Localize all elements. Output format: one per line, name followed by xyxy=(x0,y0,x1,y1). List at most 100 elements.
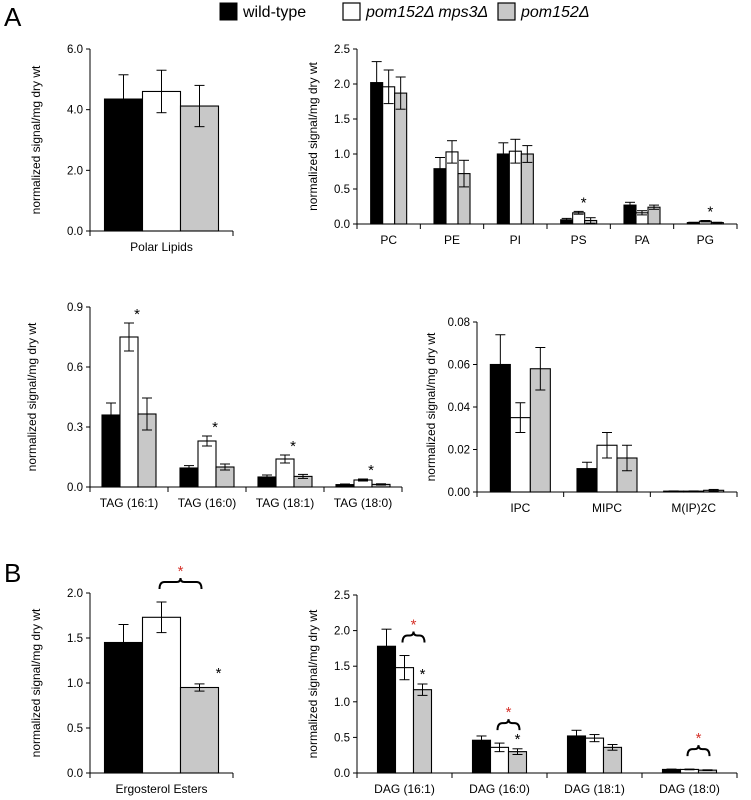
y-tick-label: 2.0 xyxy=(67,588,83,600)
bar-ergosterol-esters-pom152-mps3 xyxy=(141,616,182,774)
bar-polar-lipids-pom152-mps3 xyxy=(141,90,182,232)
y-tick-label: 6.0 xyxy=(67,44,83,56)
chart-4: 0.00 0.02 0.04 0.06 0.08 normalized signal/mg… xyxy=(424,317,738,515)
y-tick-label: 0.0 xyxy=(334,768,350,780)
y-tick-label: 0.5 xyxy=(334,732,350,744)
bar-pc-pom152-mps3 xyxy=(382,86,396,225)
y-tick-label: 0.0 xyxy=(67,226,83,238)
category-label-dag-16-0: DAG (16:0) xyxy=(469,782,530,796)
bar-pc-pom152 xyxy=(394,92,408,225)
significance-star: * xyxy=(216,665,222,682)
significance-star-bracket: * xyxy=(696,730,702,747)
category-label-tag-16-0: TAG (16:0) xyxy=(178,496,236,510)
significance-bracket xyxy=(401,631,426,643)
y-tick-label: 2.0 xyxy=(67,165,83,177)
legend-swatch-pom152-mps3 xyxy=(342,2,361,21)
legend-swatch-pom152 xyxy=(497,2,516,21)
y-tick-label: 2.0 xyxy=(334,626,350,638)
significance-star: * xyxy=(420,666,426,683)
y-tick-label: 0.5 xyxy=(334,184,350,196)
panel-letter-b: B xyxy=(4,558,21,588)
y-tick-label: 0.9 xyxy=(67,302,83,314)
bar-tag-16-1-pom152-mps3 xyxy=(119,336,139,488)
category-label-pc: PC xyxy=(380,233,397,247)
y-axis-label: normalized signal/mg dry wt xyxy=(29,65,43,214)
significance-star: * xyxy=(581,194,587,211)
y-tick-label: 0.0 xyxy=(67,482,83,494)
charts: 0.0 2.0 4.0 6.0 normalized signal/mg dry wt P… xyxy=(25,44,738,796)
bar-dag-16-1-wild-type xyxy=(376,645,397,774)
significance-star: * xyxy=(515,731,521,748)
bar-dag-18-1-pom152-mps3 xyxy=(584,737,605,774)
y-axis-label: normalized signal/mg dry wt xyxy=(306,61,320,210)
significance-star: * xyxy=(134,306,140,323)
bar-tag-16-0-pom152-mps3 xyxy=(197,440,217,488)
significance-star: * xyxy=(290,438,296,455)
y-tick-label: 1.5 xyxy=(334,661,350,673)
category-label-dag-16-1: DAG (16:1) xyxy=(374,782,435,796)
significance-star: * xyxy=(212,419,218,436)
y-tick-label: 0.04 xyxy=(448,402,471,414)
bar-pi-pom152 xyxy=(520,153,534,225)
y-tick-label: 0.0 xyxy=(334,219,350,231)
category-label-ps: PS xyxy=(571,233,587,247)
category-label-pa: PA xyxy=(634,233,649,247)
significance-bracket xyxy=(496,719,521,731)
bar-dag-16-0-wild-type xyxy=(471,739,492,774)
y-tick-label: 0.6 xyxy=(67,362,83,374)
chart-6: 0.0 0.5 1.0 1.5 2.0 2.5 normalized signal/mg d… xyxy=(306,590,738,796)
y-axis-label: normalized signal/mg dry wt xyxy=(25,322,39,471)
legend-label-wild-type: wild-type xyxy=(242,4,306,21)
category-label-pe: PE xyxy=(444,233,460,247)
y-axis-label: normalized signal/mg dry wt xyxy=(29,608,43,757)
y-tick-label: 0.3 xyxy=(67,422,83,434)
panel-letter-a: A xyxy=(4,2,22,32)
y-tick-label: 0.0 xyxy=(67,768,83,780)
bar-dag-16-1-pom152-mps3 xyxy=(394,667,415,774)
category-label-tag-18-1: TAG (18:1) xyxy=(256,496,314,510)
category-label-tag-18-0: TAG (18:0) xyxy=(334,496,392,510)
category-label-pi: PI xyxy=(510,233,521,247)
significance-star-bracket: * xyxy=(178,563,184,580)
legend-label-pom152-mps3: pom152Δ mps3Δ xyxy=(365,4,488,21)
category-label-ipc: IPC xyxy=(510,501,530,515)
category-label-dag-18-1: DAG (18:1) xyxy=(564,782,625,796)
chart-1: 0.0 2.0 4.0 6.0 normalized signal/mg dry wt P… xyxy=(29,44,234,254)
chart-2: 0.0 0.5 1.0 1.5 2.0 2.5 normalized signal/mg d… xyxy=(306,44,738,247)
y-tick-label: 1.0 xyxy=(67,678,83,690)
legend-label-pom152: pom152Δ xyxy=(520,4,590,21)
y-tick-label: 1.0 xyxy=(334,149,350,161)
y-tick-label: 2.5 xyxy=(334,590,350,602)
y-tick-label: 1.5 xyxy=(67,633,83,645)
significance-star: * xyxy=(368,462,374,479)
y-tick-label: 0.06 xyxy=(448,360,470,372)
legend: wild-type pom152Δ mps3Δ pom152Δ xyxy=(219,2,590,21)
significance-bracket xyxy=(686,745,711,757)
category-label-m-ip-2c: M(IP)2C xyxy=(671,501,716,515)
y-tick-label: 2.0 xyxy=(334,79,350,91)
chart-3: 0.0 0.3 0.6 0.9 normalized signal/mg dry wt T… xyxy=(25,302,403,510)
significance-bracket xyxy=(158,577,203,590)
category-label-tag-16-1: TAG (16:1) xyxy=(100,496,158,510)
y-tick-label: 0.5 xyxy=(67,723,83,735)
y-tick-label: 1.0 xyxy=(334,697,350,709)
category-label-mipc: MIPC xyxy=(592,501,622,515)
category-label-polar-lipids: Polar Lipids xyxy=(130,240,193,254)
category-label-ergosterol-esters: Ergosterol Esters xyxy=(115,782,207,796)
chart-5: 0.0 0.5 1.0 1.5 2.0 normalized signal/mg dry … xyxy=(29,563,234,796)
category-label-dag-18-0: DAG (18:0) xyxy=(659,782,720,796)
y-tick-label: 4.0 xyxy=(67,105,83,117)
y-tick-label: 0.08 xyxy=(448,317,470,329)
significance-star-bracket: * xyxy=(506,704,512,721)
y-tick-label: 0.00 xyxy=(448,487,470,499)
bar-dag-16-1-pom152 xyxy=(412,689,433,774)
legend-swatch-wild-type xyxy=(219,2,238,21)
y-tick-label: 1.5 xyxy=(334,114,350,126)
y-tick-label: 0.02 xyxy=(448,445,470,457)
bar-ergosterol-esters-pom152 xyxy=(179,686,220,774)
y-tick-label: 2.5 xyxy=(334,44,350,56)
category-label-pg: PG xyxy=(697,233,714,247)
significance-star-bracket: * xyxy=(411,617,417,634)
y-axis-label: normalized signal/mg dry wt xyxy=(306,609,320,758)
